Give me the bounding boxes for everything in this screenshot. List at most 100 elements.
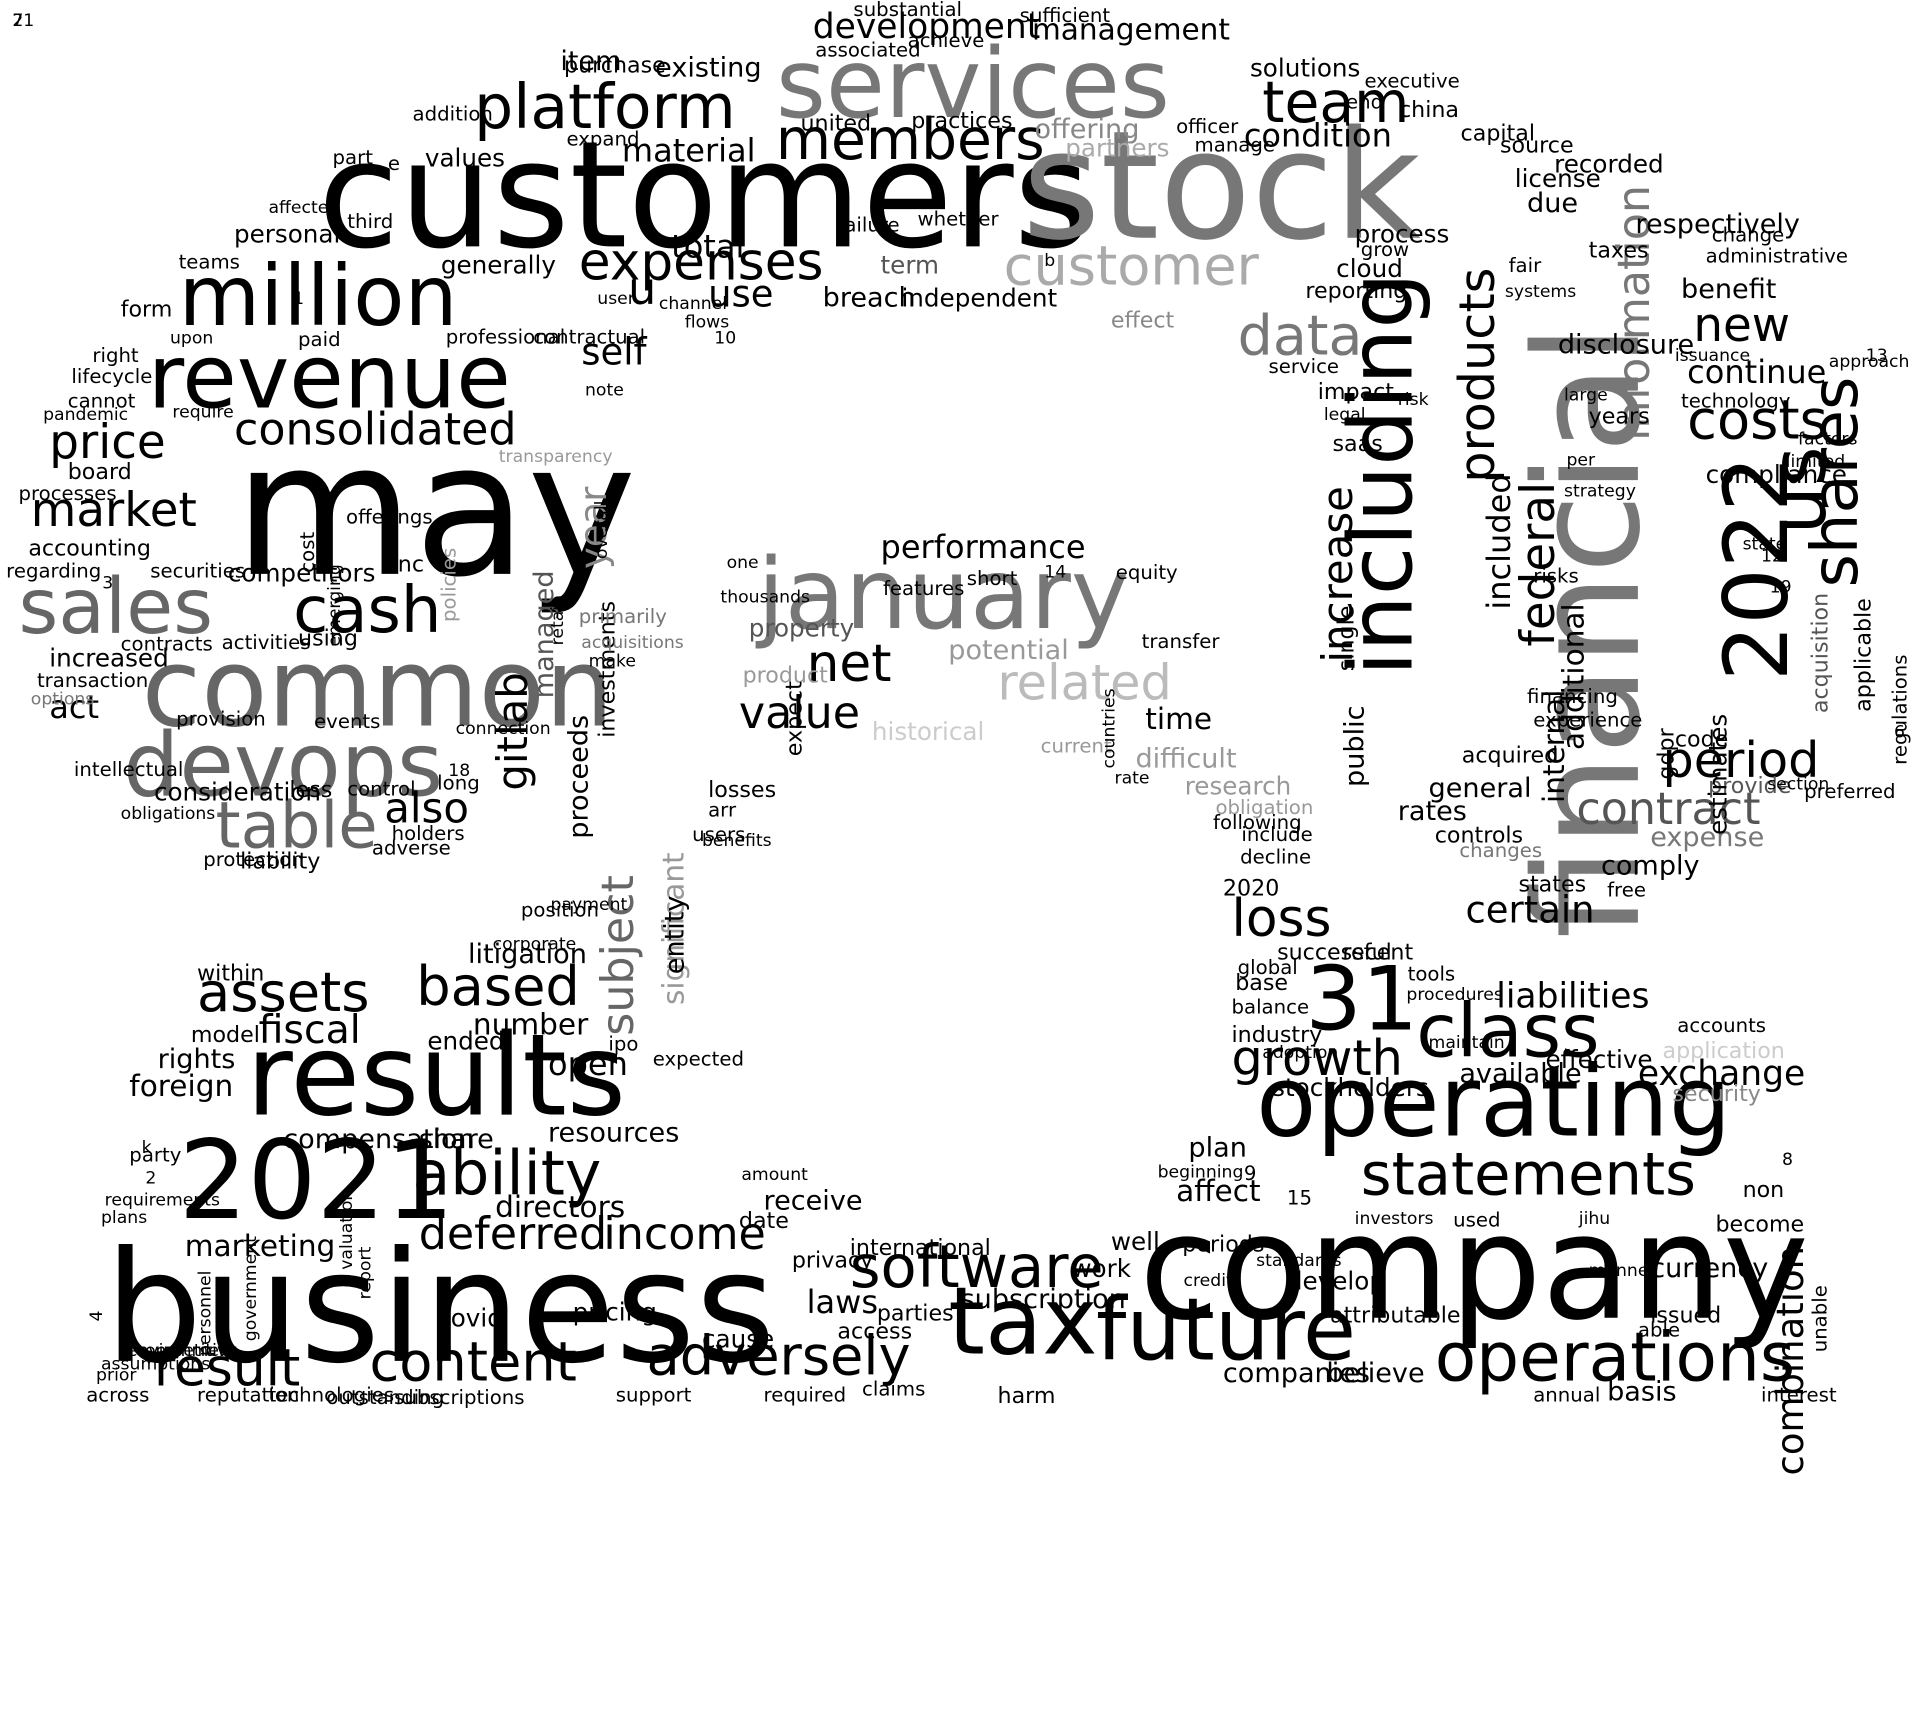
word-research: research bbox=[1184, 770, 1292, 801]
word-expense: expense bbox=[1650, 822, 1765, 854]
word-outstanding: outstanding bbox=[326, 1385, 445, 1409]
word-periods: periods bbox=[1182, 1231, 1265, 1258]
word-decline: decline bbox=[1240, 844, 1312, 869]
word-government: government bbox=[241, 1236, 262, 1342]
word-net: net bbox=[806, 633, 892, 694]
word-contracts: contracts bbox=[120, 631, 213, 656]
word-events: events bbox=[314, 709, 381, 733]
word-subscriptions: subscriptions bbox=[394, 1385, 525, 1409]
word-class: class bbox=[1416, 988, 1600, 1076]
word-benefits: benefits bbox=[701, 831, 772, 852]
word-exchange: exchange bbox=[1637, 1053, 1806, 1094]
word-period: period bbox=[1662, 732, 1820, 790]
word-respectively: respectively bbox=[1635, 209, 1800, 241]
word-affect: affect bbox=[1176, 1173, 1261, 1209]
word-10: 10 bbox=[714, 328, 737, 349]
word-7: 7 bbox=[12, 11, 24, 31]
word-also: also bbox=[384, 784, 469, 834]
word-make: make bbox=[588, 651, 637, 672]
word-financing: financing bbox=[1527, 684, 1618, 709]
word-balance: balance bbox=[1231, 995, 1310, 1019]
word-process: process bbox=[1354, 219, 1450, 249]
word-customer: customer bbox=[1003, 235, 1259, 299]
word-current: current bbox=[1040, 734, 1112, 758]
word-18: 18 bbox=[448, 761, 471, 781]
word-across: across bbox=[86, 1383, 150, 1407]
word-third: third bbox=[347, 209, 394, 233]
word-acquisition: acquisition bbox=[1807, 592, 1834, 714]
word-successful: successful bbox=[1277, 939, 1392, 966]
word-standards: standards bbox=[1256, 1251, 1342, 1272]
word-cloud: cloud bbox=[1336, 253, 1403, 284]
word-compliance: compliance bbox=[1705, 459, 1847, 489]
word-use: use bbox=[708, 273, 774, 317]
word-global: global bbox=[1237, 955, 1298, 980]
word-security: security bbox=[1672, 1081, 1761, 1108]
word-services: services bbox=[775, 29, 1170, 141]
word-customers: customers bbox=[317, 110, 1091, 283]
word-basis: basis bbox=[1607, 1376, 1677, 1408]
word-resources: resources bbox=[548, 1118, 680, 1150]
word-able: able bbox=[1637, 1317, 1681, 1342]
word-future: future bbox=[1096, 1279, 1357, 1381]
word-recorded: recorded bbox=[1554, 149, 1664, 179]
word-right: right bbox=[92, 343, 139, 368]
word-assumptions: assumptions bbox=[100, 1354, 211, 1375]
word-large: large bbox=[1564, 385, 1608, 406]
word-loss: loss bbox=[1231, 887, 1332, 949]
word-foreign: foreign bbox=[129, 1069, 234, 1104]
word-solutions: solutions bbox=[1249, 52, 1361, 83]
word-sales: sales bbox=[18, 561, 214, 652]
word-generally: generally bbox=[440, 250, 556, 280]
word-connection: connection bbox=[455, 719, 551, 739]
word-environment: environment bbox=[126, 1341, 237, 1361]
word-develop: develop bbox=[1286, 1266, 1385, 1296]
word-increased: increased bbox=[49, 642, 169, 673]
word-changes: changes bbox=[1459, 838, 1543, 863]
word-accounting: accounting bbox=[28, 535, 151, 562]
word-self: self bbox=[581, 331, 647, 375]
word-recent: recent bbox=[1342, 939, 1414, 966]
word-capital: capital bbox=[1460, 120, 1536, 147]
word-material: material bbox=[621, 133, 756, 170]
word-competitive: competitive bbox=[135, 1341, 238, 1361]
word-personal: personal bbox=[233, 219, 341, 249]
word-addition: addition bbox=[412, 102, 493, 126]
word-claims: claims bbox=[862, 1376, 926, 1401]
word-maintain: maintain bbox=[1428, 1033, 1505, 1054]
word-options: options bbox=[30, 689, 95, 710]
word-january: january bbox=[757, 536, 1130, 652]
word-control: control bbox=[347, 777, 416, 801]
word-pricing: pricing bbox=[572, 1296, 657, 1327]
word-deferred: deferred bbox=[418, 1209, 608, 1260]
word-expect: expect bbox=[782, 681, 808, 757]
word-obligations: obligations bbox=[120, 804, 216, 824]
word-accounts: accounts bbox=[1677, 1013, 1767, 1038]
word-single: single bbox=[1333, 605, 1360, 672]
word-united: united bbox=[800, 110, 872, 137]
word-international: international bbox=[849, 1235, 991, 1262]
word-model: model bbox=[190, 1022, 260, 1049]
word-reporting: reporting bbox=[1305, 278, 1408, 305]
word-using: using bbox=[298, 625, 358, 652]
word-laws: laws bbox=[806, 1284, 879, 1322]
word-act: act bbox=[49, 689, 100, 727]
word-members: members bbox=[775, 105, 1045, 173]
word-states: states bbox=[1518, 871, 1587, 898]
word-substantial: substantial bbox=[853, 0, 962, 21]
word-e: e bbox=[387, 151, 401, 175]
word-executive: executive bbox=[1364, 68, 1460, 93]
word-effective: effective bbox=[1545, 1044, 1653, 1074]
word-time: time bbox=[1145, 702, 1213, 737]
word-short: short bbox=[966, 566, 1018, 590]
word-market: market bbox=[30, 482, 197, 537]
word-failure: failure bbox=[837, 213, 900, 237]
word-k: k bbox=[141, 1137, 152, 1158]
word-investors: investors bbox=[1354, 1209, 1434, 1230]
word-whether: whether bbox=[917, 206, 999, 231]
word-features: features bbox=[882, 576, 965, 600]
word-12: 12 bbox=[1761, 546, 1784, 567]
word-limited: limited bbox=[1785, 451, 1846, 472]
word-cause: cause bbox=[701, 1323, 775, 1354]
word-2020: 2020 bbox=[1222, 875, 1280, 902]
